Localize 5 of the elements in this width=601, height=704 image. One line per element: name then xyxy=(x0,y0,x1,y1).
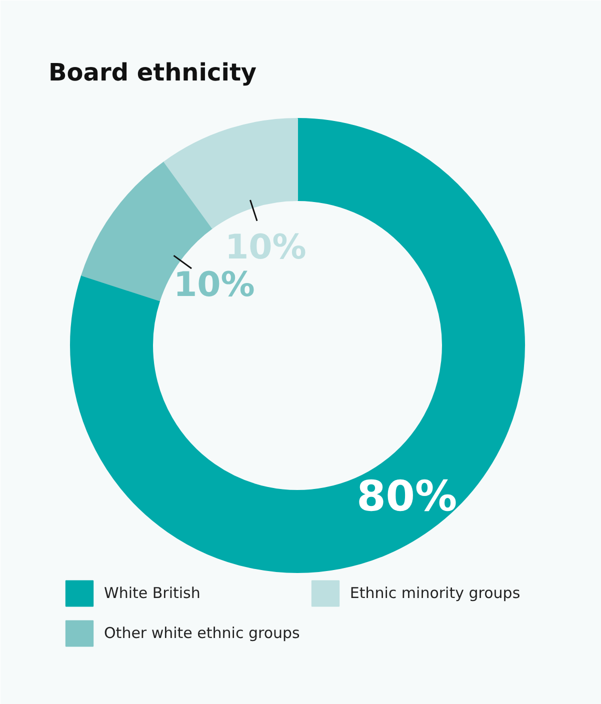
legend-label: Other white ethnic groups xyxy=(104,624,300,642)
chart-title: Board ethnicity xyxy=(48,58,257,86)
data-label: 80% xyxy=(356,471,458,520)
legend-label: Ethnic minority groups xyxy=(350,584,520,602)
legend-label: White British xyxy=(104,584,200,602)
